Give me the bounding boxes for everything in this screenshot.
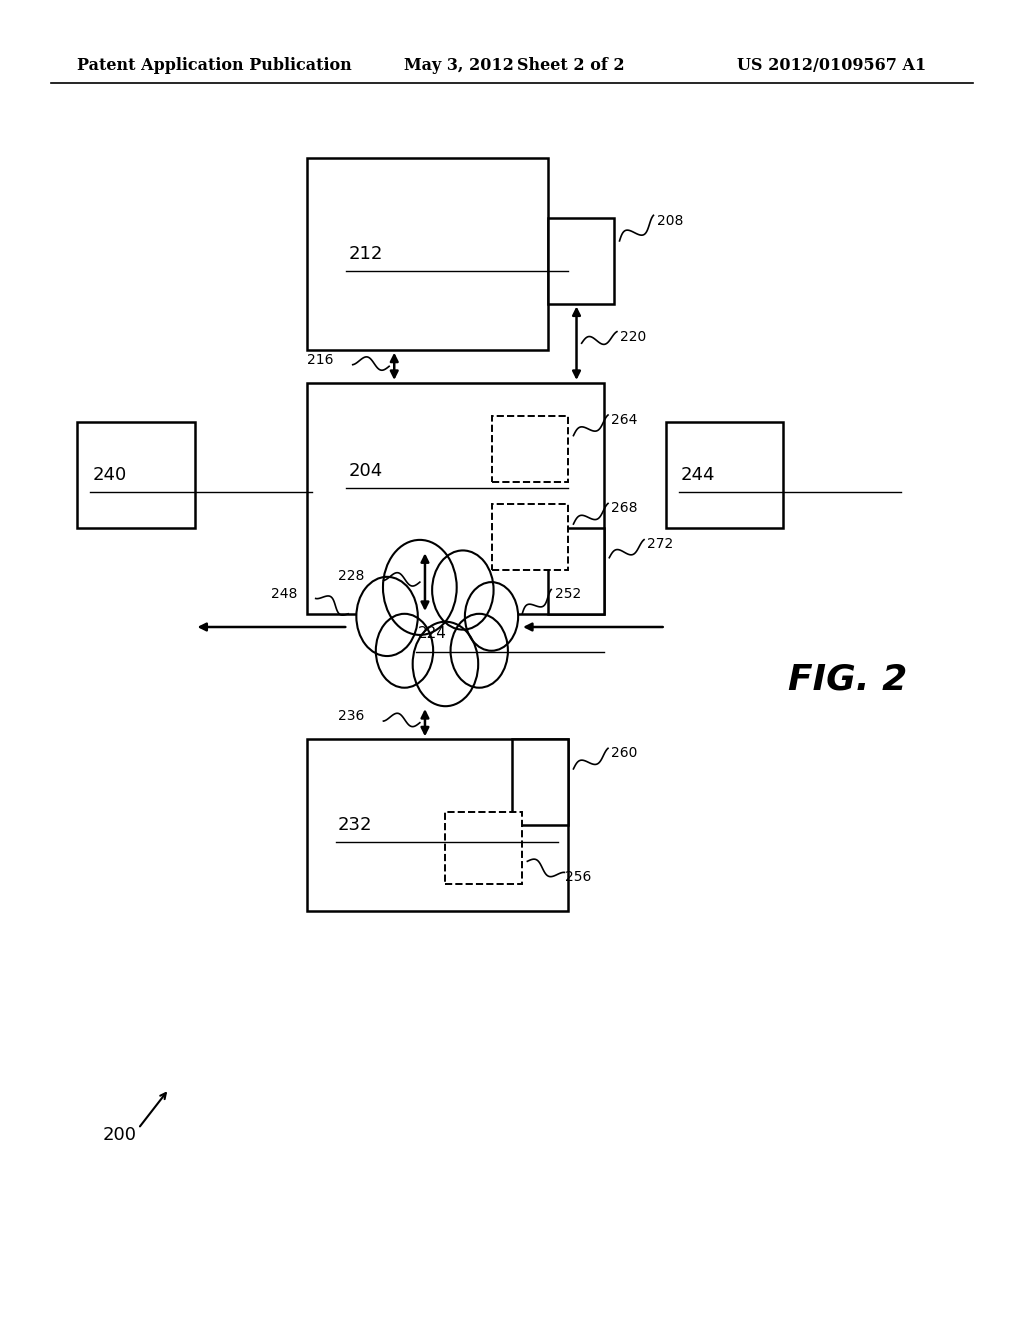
Text: 264: 264 bbox=[611, 413, 638, 426]
Text: 200: 200 bbox=[102, 1126, 136, 1144]
Bar bbox=[548, 528, 604, 614]
Text: 224: 224 bbox=[418, 626, 446, 642]
Bar bbox=[666, 422, 783, 528]
Text: 248: 248 bbox=[271, 587, 298, 601]
Text: FIG. 2: FIG. 2 bbox=[788, 663, 907, 697]
Text: 236: 236 bbox=[338, 709, 365, 723]
Text: 220: 220 bbox=[620, 330, 646, 343]
Bar bbox=[307, 383, 604, 614]
Text: Patent Application Publication: Patent Application Publication bbox=[77, 57, 351, 74]
Text: 240: 240 bbox=[92, 466, 126, 484]
Text: 260: 260 bbox=[611, 746, 638, 760]
Bar bbox=[445, 812, 522, 884]
Text: 216: 216 bbox=[307, 352, 334, 367]
Text: 268: 268 bbox=[611, 502, 638, 515]
Text: Sheet 2 of 2: Sheet 2 of 2 bbox=[517, 57, 625, 74]
Text: 272: 272 bbox=[647, 537, 674, 552]
Text: 232: 232 bbox=[338, 816, 373, 834]
Bar bbox=[77, 422, 195, 528]
Bar bbox=[492, 416, 568, 482]
Text: 244: 244 bbox=[681, 466, 716, 484]
Text: 256: 256 bbox=[565, 870, 592, 884]
Circle shape bbox=[376, 614, 433, 688]
Text: 212: 212 bbox=[348, 246, 383, 263]
Text: 228: 228 bbox=[338, 569, 365, 582]
Text: 252: 252 bbox=[555, 587, 582, 601]
Circle shape bbox=[383, 540, 457, 635]
Text: 208: 208 bbox=[657, 214, 684, 228]
Text: May 3, 2012: May 3, 2012 bbox=[404, 57, 514, 74]
Circle shape bbox=[451, 614, 508, 688]
Bar bbox=[512, 739, 568, 825]
Bar bbox=[548, 218, 614, 304]
Bar bbox=[492, 504, 568, 570]
Text: 204: 204 bbox=[348, 462, 382, 479]
Circle shape bbox=[356, 577, 418, 656]
Bar bbox=[307, 739, 568, 911]
Circle shape bbox=[465, 582, 518, 651]
Circle shape bbox=[432, 550, 494, 630]
Circle shape bbox=[413, 622, 478, 706]
Bar bbox=[307, 158, 548, 350]
Text: US 2012/0109567 A1: US 2012/0109567 A1 bbox=[737, 57, 927, 74]
